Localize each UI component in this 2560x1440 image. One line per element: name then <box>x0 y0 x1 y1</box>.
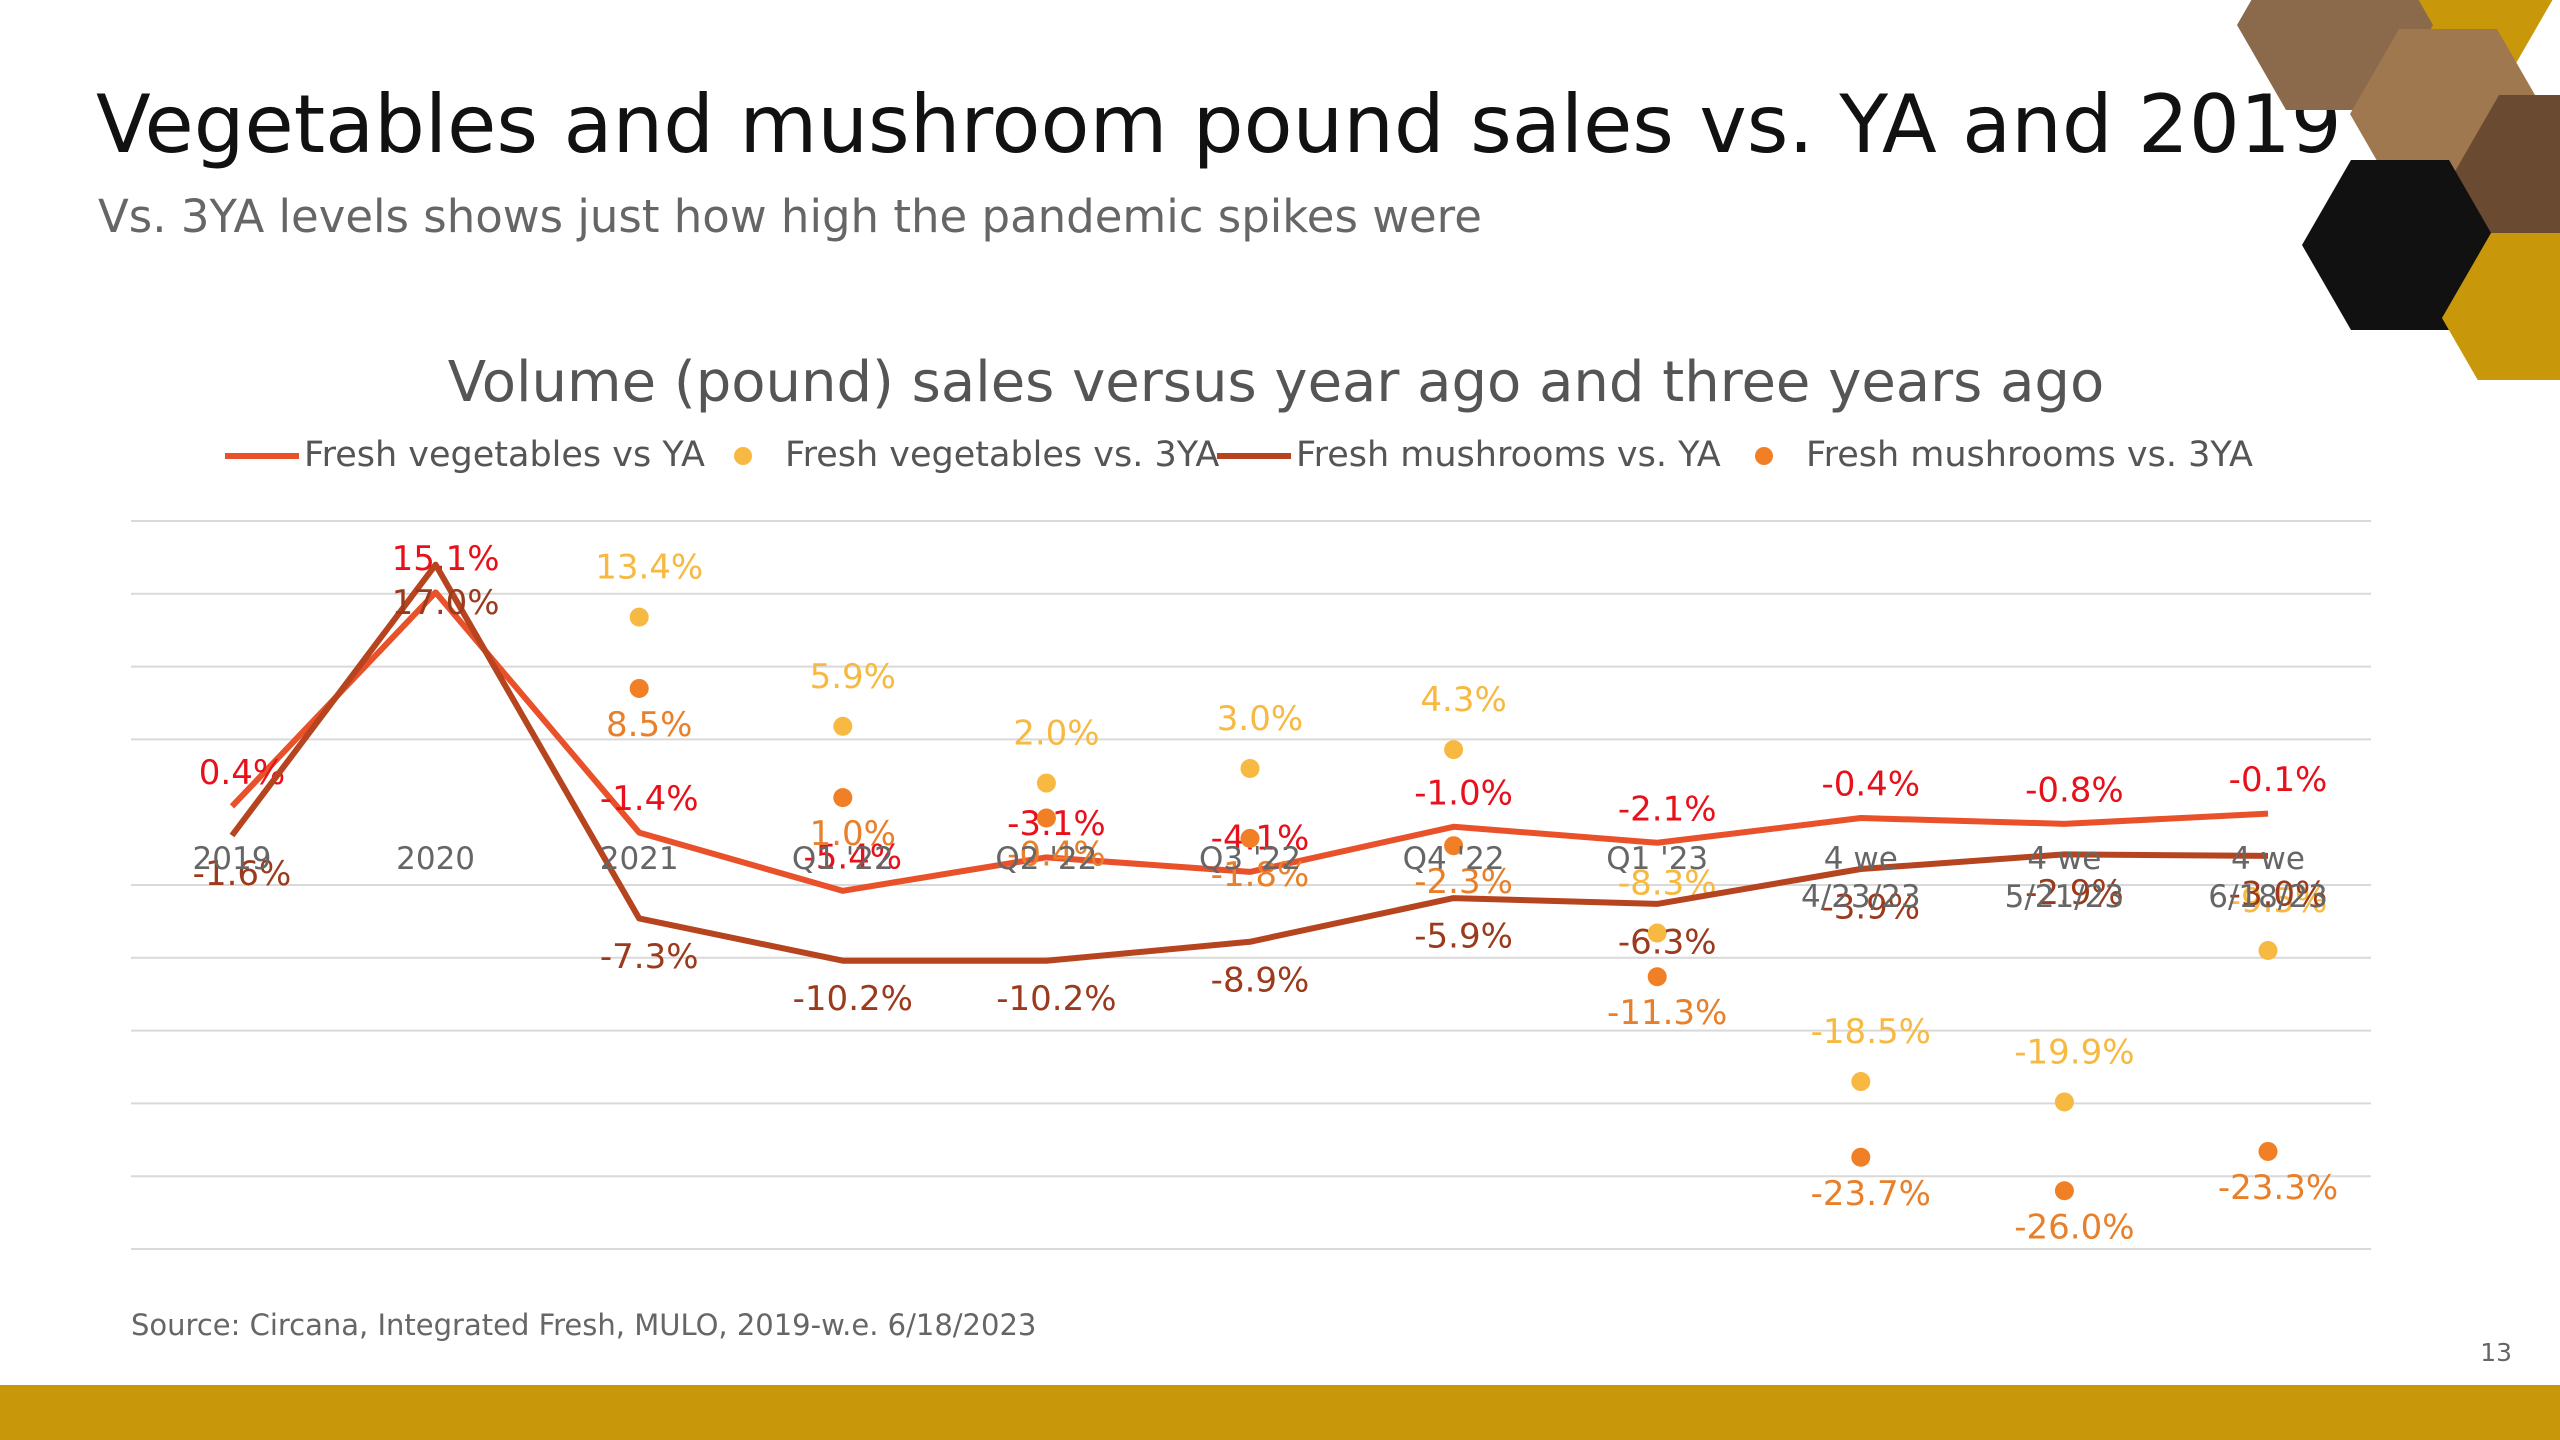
x-tick-label: 4 we 6/18/23 <box>2208 841 2328 915</box>
footer-band <box>0 1385 2560 1440</box>
data-label: 13.4% <box>595 548 703 588</box>
series-dot <box>833 716 853 736</box>
data-label: -5.4% <box>803 837 902 877</box>
x-tick-label: 2020 <box>396 841 476 877</box>
series-dot <box>1240 759 1260 779</box>
series-dot <box>1240 828 1260 848</box>
data-label: -1.6% <box>193 854 292 894</box>
series-line <box>229 589 2269 894</box>
series-dot <box>2054 1092 2074 1112</box>
data-label: -3.0% <box>2229 874 2328 914</box>
x-tick-label: 2019 <box>192 841 272 877</box>
data-label: -19.9% <box>2014 1032 2134 1072</box>
series-dot <box>1444 740 1464 760</box>
series-dot <box>1036 808 1056 828</box>
x-tick-label: Q3 '22 <box>1199 841 1301 877</box>
data-label: -2.3% <box>1414 862 1513 902</box>
series-dot <box>1036 773 1056 793</box>
series-dot <box>1647 967 1667 987</box>
data-label: 4.3% <box>1420 680 1506 720</box>
legend-label: Fresh vegetables vs. 3YA <box>785 435 1219 475</box>
page-number: 13 <box>2480 1338 2512 1367</box>
x-tick-label: 4 we 4/23/23 <box>1801 841 1921 915</box>
data-label: 8.5% <box>606 705 692 745</box>
chart: Volume (pound) sales versus year ago and… <box>131 350 2371 1250</box>
x-tick-label: Q2 '22 <box>995 841 1098 877</box>
data-label: 5.9% <box>810 657 896 697</box>
subtitle: Vs. 3YA levels shows just how high the p… <box>98 190 1482 243</box>
data-label: -11.3% <box>1607 993 1727 1033</box>
data-label: -5.9% <box>1414 917 1513 957</box>
series-dot <box>2258 941 2278 961</box>
data-label: -1.4% <box>600 779 699 819</box>
series-dot <box>2054 1181 2074 1201</box>
data-label: -18.5% <box>1811 1012 1931 1052</box>
data-label: -2.1% <box>1618 789 1717 829</box>
x-tick-label: 4 we 5/21/23 <box>2004 841 2125 915</box>
data-label: -0.4% <box>1007 835 1106 875</box>
legend-label: Fresh vegetables vs YA <box>304 435 705 475</box>
series-dot <box>1444 836 1464 856</box>
series-dot <box>833 788 853 808</box>
series-dot <box>629 678 649 698</box>
chart-title: Volume (pound) sales versus year ago and… <box>448 350 2104 415</box>
x-tick-label: Q1 '22 <box>791 841 894 877</box>
data-label: 17.0% <box>392 583 500 623</box>
legend-label: Fresh mushrooms vs. YA <box>1296 435 1721 475</box>
series-dot <box>1851 1147 1871 1167</box>
data-label: -0.4% <box>1821 765 1920 805</box>
data-label: -8.9% <box>1211 960 1310 1000</box>
data-label: -10.2% <box>793 979 913 1019</box>
data-label: 1.0% <box>810 814 896 854</box>
data-label: -7.3% <box>600 937 699 977</box>
data-label: -10.2% <box>996 979 1116 1019</box>
series-dot <box>629 607 649 627</box>
data-label: -23.7% <box>1811 1174 1931 1214</box>
data-label: -3.9% <box>1821 887 1920 927</box>
data-label: 2.0% <box>1013 714 1099 754</box>
data-label: -9.5% <box>2229 881 2328 921</box>
data-label: -6.3% <box>1618 922 1717 962</box>
source: Source: Circana, Integrated Fresh, MULO,… <box>131 1308 1037 1342</box>
data-label: -1.8% <box>1211 855 1310 895</box>
data-label: -23.3% <box>2218 1168 2338 1208</box>
data-label: 15.1% <box>392 539 500 579</box>
series-dot <box>1851 1072 1871 1092</box>
data-label: 3.0% <box>1217 699 1303 739</box>
legend-swatch <box>1755 447 1773 465</box>
legend-swatch <box>734 447 752 465</box>
data-label: -26.0% <box>2014 1207 2134 1247</box>
x-tick-label: Q1 '23 <box>1606 841 1709 877</box>
data-label: -1.0% <box>1414 773 1513 813</box>
data-label: -4.1% <box>1211 818 1310 858</box>
series-dot <box>1647 923 1667 943</box>
data-label: -0.1% <box>2229 760 2328 800</box>
legend-label: Fresh mushrooms vs. 3YA <box>1806 435 2253 475</box>
series-line <box>229 561 2269 964</box>
data-label: -2.9% <box>2025 873 2124 913</box>
series-dot <box>2258 1141 2278 1161</box>
title: Vegetables and mushroom pound sales vs. … <box>96 78 2342 171</box>
x-tick-label: 2021 <box>599 841 679 877</box>
x-tick-label: Q4 '22 <box>1402 841 1505 877</box>
data-label: -3.1% <box>1007 804 1106 844</box>
honeycomb <box>2237 0 2560 380</box>
data-label: -0.8% <box>2025 770 2124 810</box>
